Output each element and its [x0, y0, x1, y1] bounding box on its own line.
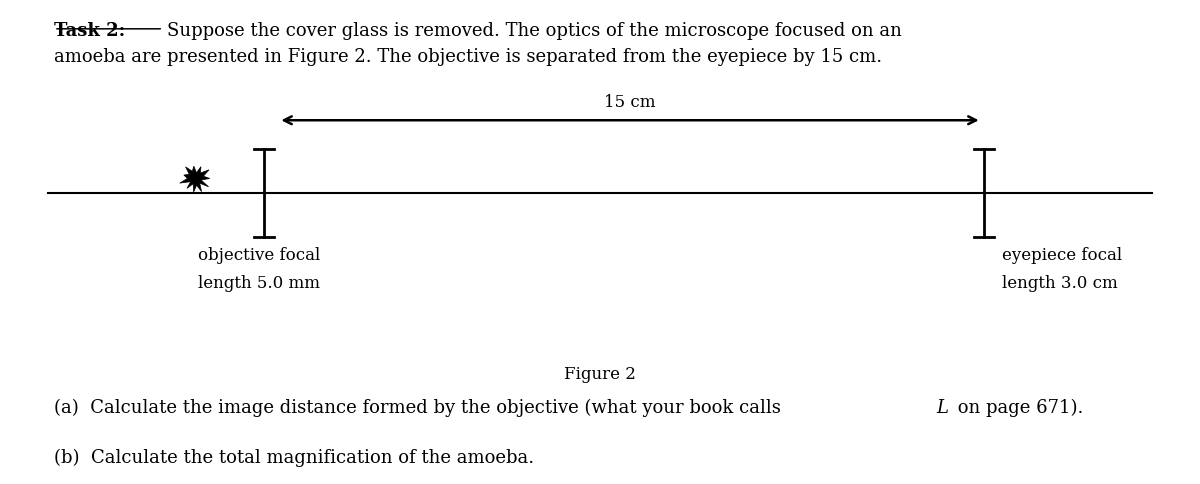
- Text: on page 671).: on page 671).: [952, 398, 1082, 416]
- Text: amoeba are presented in Figure 2. The objective is separated from the eyepiece b: amoeba are presented in Figure 2. The ob…: [54, 48, 882, 66]
- Text: Task 2:: Task 2:: [54, 22, 125, 40]
- Text: (b)  Calculate the total magnification of the amoeba.: (b) Calculate the total magnification of…: [54, 448, 534, 466]
- Text: length 5.0 mm: length 5.0 mm: [198, 275, 320, 292]
- Text: Figure 2: Figure 2: [564, 365, 636, 382]
- Text: 15 cm: 15 cm: [605, 93, 655, 110]
- Text: length 3.0 cm: length 3.0 cm: [1002, 275, 1117, 292]
- Text: Suppose the cover glass is removed. The optics of the microscope focused on an: Suppose the cover glass is removed. The …: [167, 22, 901, 40]
- Text: (a)  Calculate the image distance formed by the objective (what your book calls: (a) Calculate the image distance formed …: [54, 398, 787, 416]
- Polygon shape: [180, 167, 210, 193]
- Text: objective focal: objective focal: [198, 247, 320, 264]
- Text: L: L: [936, 398, 948, 416]
- Text: eyepiece focal: eyepiece focal: [1002, 247, 1122, 264]
